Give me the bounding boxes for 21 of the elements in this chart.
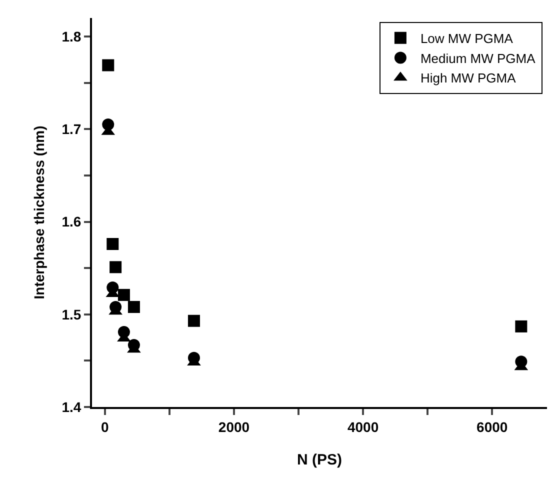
x-tick-label: 4000: [347, 418, 379, 435]
x-tick-label: 0: [101, 418, 110, 435]
x-tick-label: 6000: [476, 418, 508, 435]
y-tick-label: 1.8: [62, 28, 82, 44]
point: [188, 314, 200, 327]
point: [110, 261, 122, 274]
y-axis-title: Interphase thickness (nm): [30, 126, 47, 300]
legend-label: Low MW PGMA: [420, 30, 514, 46]
point: [106, 238, 119, 250]
point: [102, 59, 114, 72]
y-tick-label: 1.6: [62, 214, 82, 230]
point: [515, 320, 528, 332]
x-axis-title: N (PS): [297, 451, 342, 468]
x-tick-label: 2000: [218, 418, 250, 435]
y-tick-label: 1.5: [62, 306, 82, 322]
point: [128, 300, 140, 313]
y-tick-label: 1.7: [62, 121, 82, 138]
point: [118, 288, 130, 301]
legend-label: Medium MW PGMA: [420, 50, 536, 66]
y-tick-label: 1.4: [62, 398, 82, 415]
legend-label: High MW PGMA: [420, 70, 516, 86]
